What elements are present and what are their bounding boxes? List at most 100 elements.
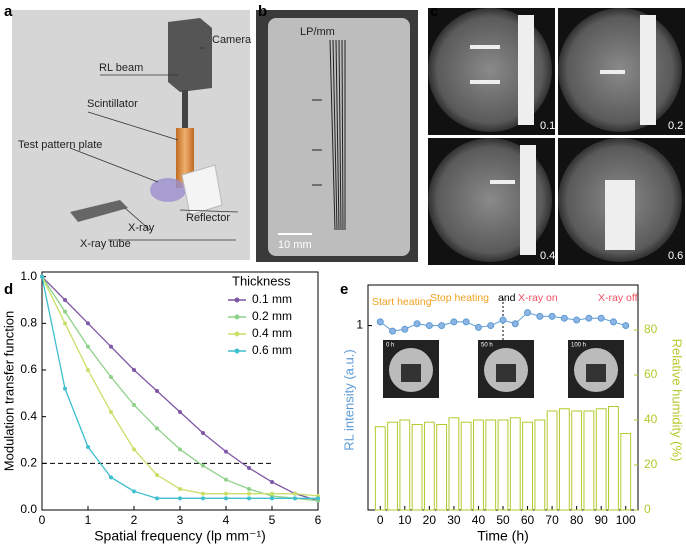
bar xyxy=(374,426,386,511)
inset-photo xyxy=(496,364,516,382)
y2-tick-label: 40 xyxy=(644,412,658,426)
bar xyxy=(460,421,472,511)
point xyxy=(270,480,274,484)
point xyxy=(401,325,409,333)
inset-photo xyxy=(586,364,606,382)
point xyxy=(413,320,421,328)
x-tick-label: 50 xyxy=(496,513,510,527)
panel-label: c xyxy=(430,3,438,20)
y-tick-label: 0.8 xyxy=(20,316,37,330)
point xyxy=(109,344,113,349)
point xyxy=(86,344,90,349)
bar xyxy=(448,417,460,511)
x-tick-label: 90 xyxy=(595,513,609,527)
legend-label: 0.1 mm xyxy=(252,292,292,306)
point xyxy=(293,496,297,501)
point xyxy=(560,314,568,322)
annotation: X-ray on xyxy=(518,292,558,304)
point xyxy=(536,312,544,320)
point xyxy=(132,368,136,372)
x-tick-label: 40 xyxy=(472,513,486,527)
point xyxy=(178,447,182,452)
panel-label: d xyxy=(4,281,13,298)
point xyxy=(499,316,507,324)
bar xyxy=(558,408,570,511)
point xyxy=(438,322,446,330)
annotation: X-ray off xyxy=(598,292,638,304)
point xyxy=(224,449,228,454)
plot-frame xyxy=(41,271,319,511)
annotation: Scintillator xyxy=(87,98,138,110)
reflector xyxy=(181,164,223,216)
point xyxy=(155,426,159,431)
inset-photo xyxy=(401,364,421,382)
x-tick-label: 0 xyxy=(39,513,46,527)
x-tick-label: 1 xyxy=(85,513,92,527)
point xyxy=(622,322,630,330)
test-plate xyxy=(150,178,186,202)
point xyxy=(201,496,205,501)
y-tick-label: 0.0 xyxy=(20,502,37,516)
point xyxy=(270,496,274,501)
x-ray-tube xyxy=(70,200,128,222)
y-axis-label: RL intensity (a.u.) xyxy=(341,349,356,450)
bar xyxy=(399,419,411,511)
point xyxy=(178,496,182,501)
x-tick-label: 0 xyxy=(377,513,384,527)
leaders xyxy=(69,47,239,241)
legend-label: 0.2 mm xyxy=(252,309,292,323)
legend-title: Thickness xyxy=(232,273,291,288)
point xyxy=(63,386,67,391)
bar xyxy=(497,419,509,511)
y2-tick-label: 60 xyxy=(644,367,658,381)
y-tick-label: 1.0 xyxy=(20,269,37,283)
x-axis-label: Time (h) xyxy=(477,528,529,544)
point xyxy=(247,496,251,501)
inset-label: 100 h xyxy=(571,343,586,349)
annotation: Test pattern plate xyxy=(18,139,102,151)
legend-label: 0.6 mm xyxy=(252,343,292,357)
point xyxy=(109,410,113,414)
bar xyxy=(522,421,533,511)
point xyxy=(86,321,90,326)
bar xyxy=(509,417,521,511)
y-axis-label: Modulation transfer function xyxy=(1,311,16,471)
panel-label: b xyxy=(258,3,267,20)
point xyxy=(201,491,205,496)
y-tick-label: 0.2 xyxy=(20,456,37,470)
panel-c: c 0.1 0.2 0.4 0.6 xyxy=(428,3,685,265)
point xyxy=(132,403,136,407)
point xyxy=(511,320,519,328)
y2-axis-label: Relative humidity (%) xyxy=(670,339,685,462)
annotation: 0.2 xyxy=(668,120,683,132)
y-tick-label: 1 xyxy=(356,318,363,332)
x-tick-label: 4 xyxy=(223,513,230,527)
point xyxy=(609,318,617,326)
annotation: Camera xyxy=(212,34,252,46)
y-tick-label: 0.4 xyxy=(20,409,37,423)
point xyxy=(40,274,44,279)
annotation: Reflector xyxy=(186,212,230,224)
point xyxy=(109,375,113,379)
plate xyxy=(268,18,410,256)
annotation: X-ray xyxy=(128,222,155,234)
point xyxy=(573,316,581,324)
point xyxy=(63,298,67,302)
x-tick-label: 2 xyxy=(131,513,138,527)
inset-label: 0 h xyxy=(386,343,394,349)
annotation: RL beam xyxy=(99,62,143,74)
camera xyxy=(168,18,212,92)
point xyxy=(270,491,274,496)
point xyxy=(247,466,251,470)
point xyxy=(86,368,90,372)
bar xyxy=(546,410,558,511)
bars xyxy=(470,15,656,255)
bar xyxy=(608,406,619,511)
point xyxy=(585,314,593,322)
x-tick-label: 60 xyxy=(521,513,535,527)
point xyxy=(316,496,320,501)
bar xyxy=(620,433,632,511)
bar xyxy=(571,410,583,511)
legend-swatch xyxy=(234,297,240,303)
